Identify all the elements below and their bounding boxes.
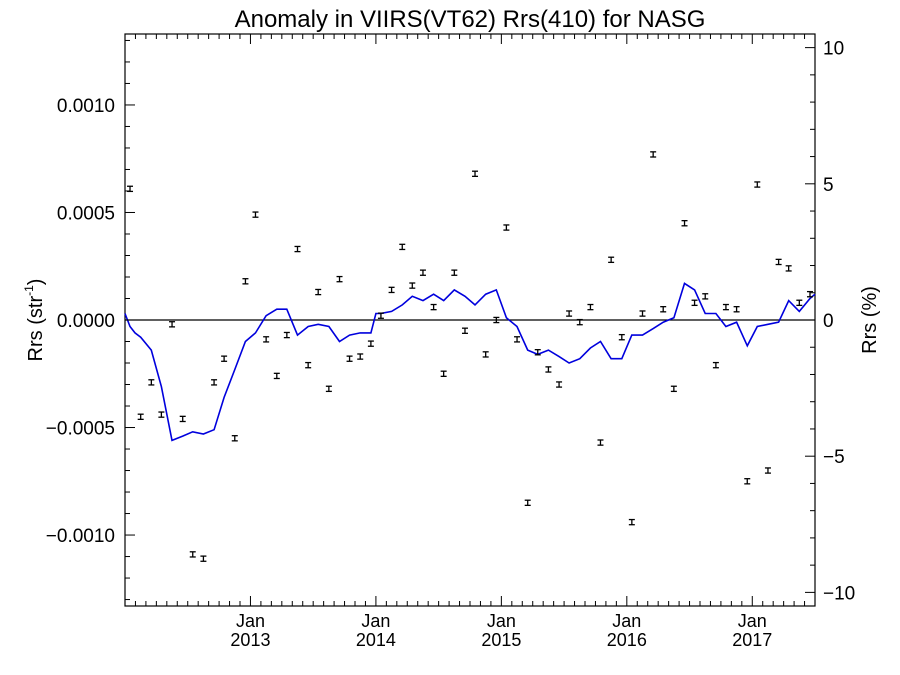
x-tick-year: 2016 xyxy=(607,630,647,650)
data-point xyxy=(545,366,552,373)
running-mean-line xyxy=(124,282,816,442)
data-point xyxy=(367,340,374,347)
right-tick-label: −5 xyxy=(823,447,845,468)
data-points xyxy=(127,151,813,562)
data-point xyxy=(670,385,677,393)
x-tick-year: 2014 xyxy=(356,630,396,650)
left-axis-label-sup: -1 xyxy=(22,285,36,296)
data-point xyxy=(608,256,615,264)
data-point xyxy=(169,321,176,328)
left-axis-label: Rrs (str-1) xyxy=(22,279,47,362)
data-point xyxy=(702,293,709,300)
x-tick-year: 2013 xyxy=(230,630,270,650)
x-tick-year: 2015 xyxy=(481,630,521,650)
data-point xyxy=(764,467,771,474)
data-point xyxy=(263,336,270,343)
left-axis-label-main: Rrs (str xyxy=(25,296,47,362)
chart-title: Anomaly in VIIRS(VT62) Rrs(410) for NASG xyxy=(235,6,706,33)
left-tick-label: 0.0005 xyxy=(57,203,115,224)
data-point xyxy=(681,220,688,227)
data-point xyxy=(388,286,395,294)
data-point xyxy=(399,243,406,251)
data-point xyxy=(148,379,155,386)
data-point xyxy=(440,370,447,377)
left-tick-label: 0.0000 xyxy=(57,311,115,332)
data-point xyxy=(451,269,458,276)
right-tick-label: 10 xyxy=(823,39,844,60)
data-point xyxy=(712,361,719,369)
data-point xyxy=(273,372,280,380)
left-tick-label: −0.0010 xyxy=(46,526,115,547)
data-point xyxy=(419,269,426,276)
data-point xyxy=(294,245,301,253)
data-point xyxy=(650,151,657,158)
data-point xyxy=(377,312,384,319)
data-point xyxy=(524,499,531,507)
data-point xyxy=(556,381,563,388)
right-y-axis: 10 5 0 −5 −10 xyxy=(805,39,855,604)
data-point xyxy=(514,336,521,343)
data-point xyxy=(754,181,761,188)
right-axis-label: Rrs (%) xyxy=(859,286,881,354)
data-point xyxy=(252,211,259,218)
running-mean-path xyxy=(124,282,816,442)
data-point xyxy=(336,275,343,283)
data-point xyxy=(482,351,489,358)
data-point xyxy=(357,353,364,360)
left-axis-label-end: ) xyxy=(25,279,47,286)
data-point xyxy=(785,265,792,272)
data-point xyxy=(315,288,322,296)
data-point xyxy=(179,415,186,423)
data-point xyxy=(231,435,238,442)
data-point xyxy=(409,282,416,289)
data-point xyxy=(493,316,500,324)
left-y-axis: 0.0010 0.0005 0.0000 −0.0005 −0.0010 xyxy=(46,39,135,601)
right-tick-label: 5 xyxy=(823,175,834,196)
data-point xyxy=(576,318,583,326)
data-point xyxy=(158,411,165,418)
left-tick-label: −0.0005 xyxy=(46,419,115,440)
data-point xyxy=(796,299,803,307)
data-point xyxy=(461,327,468,334)
data-point xyxy=(430,303,437,311)
data-point xyxy=(189,551,196,558)
data-point xyxy=(305,361,312,369)
data-point xyxy=(775,258,782,266)
x-tick-month: Jan xyxy=(361,611,390,631)
data-point xyxy=(806,290,813,298)
data-point xyxy=(722,303,729,311)
data-point xyxy=(691,299,698,307)
data-point xyxy=(587,303,594,311)
data-point xyxy=(221,355,228,362)
right-tick-label: −10 xyxy=(823,583,855,604)
data-point xyxy=(472,170,479,178)
right-tick-label: 0 xyxy=(823,311,834,332)
data-point xyxy=(346,355,353,362)
data-point xyxy=(744,478,751,485)
data-point xyxy=(628,518,635,526)
data-point xyxy=(200,555,207,562)
data-point xyxy=(325,385,332,393)
x-tick-month: Jan xyxy=(487,611,516,631)
data-point xyxy=(211,379,218,386)
left-tick-label: 0.0010 xyxy=(57,96,115,117)
x-tick-year: 2017 xyxy=(732,630,772,650)
data-point xyxy=(534,349,541,356)
data-point xyxy=(283,331,290,339)
data-point xyxy=(137,413,144,420)
data-point xyxy=(639,310,646,317)
data-point xyxy=(733,306,740,313)
data-point xyxy=(503,224,510,231)
x-tick-month: Jan xyxy=(612,611,641,631)
data-point xyxy=(597,439,604,446)
data-point xyxy=(618,333,625,341)
x-tick-month: Jan xyxy=(738,611,767,631)
data-point xyxy=(242,278,249,285)
data-point xyxy=(566,310,573,317)
data-point xyxy=(660,306,667,313)
x-tick-month: Jan xyxy=(236,611,265,631)
